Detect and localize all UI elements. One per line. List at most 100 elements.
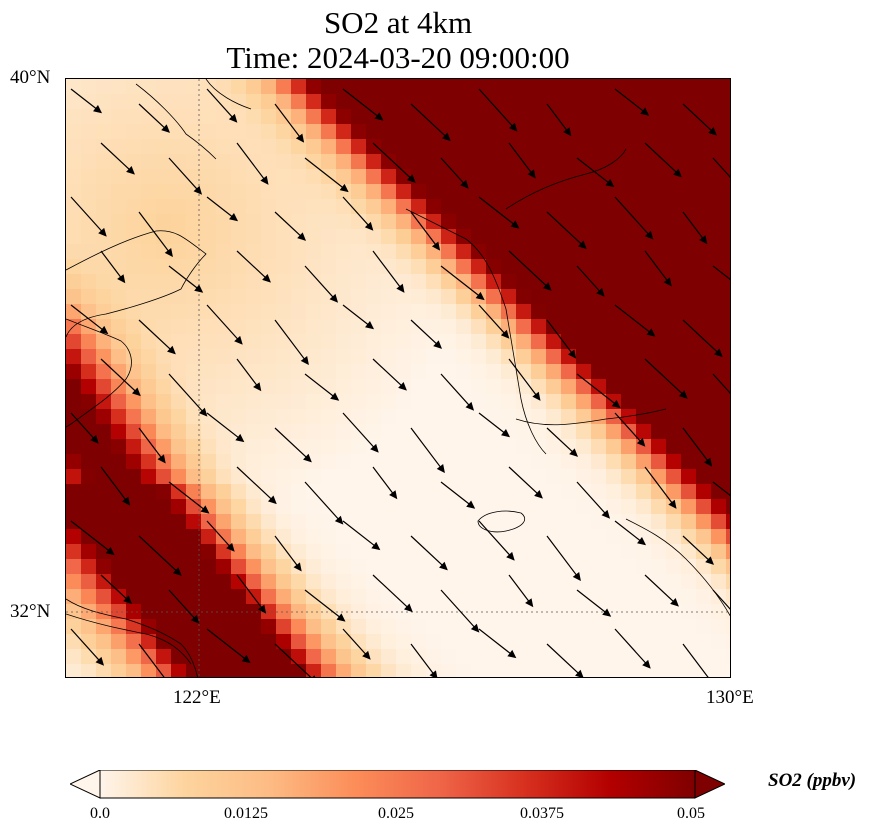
wind-arrow-head: [470, 623, 480, 633]
so2-cell: [261, 634, 277, 650]
so2-cell: [546, 589, 562, 605]
so2-cell: [636, 514, 652, 530]
so2-cell: [261, 199, 277, 215]
so2-cell: [126, 154, 142, 170]
so2-cell: [321, 349, 337, 365]
so2-cell: [411, 139, 427, 155]
so2-cell: [681, 94, 697, 110]
so2-cell: [681, 529, 697, 545]
so2-cell: [126, 184, 142, 200]
so2-cell: [486, 544, 502, 560]
so2-cell: [111, 244, 127, 260]
so2-cell: [186, 634, 202, 650]
wind-arrow: [410, 535, 448, 570]
so2-cell: [651, 244, 667, 260]
so2-cell: [396, 394, 412, 410]
so2-cell: [141, 664, 157, 677]
so2-cell: [156, 274, 172, 290]
so2-cell: [576, 199, 592, 215]
so2-cell: [381, 139, 397, 155]
so2-cell: [381, 499, 397, 515]
so2-cell: [471, 484, 487, 500]
so2-cell: [366, 424, 382, 440]
wind-arrow-head: [398, 382, 407, 391]
so2-cell: [591, 484, 607, 500]
so2-cell: [636, 94, 652, 110]
so2-cell: [216, 649, 232, 665]
so2-cell: [111, 214, 127, 230]
so2-cell: [426, 94, 442, 110]
so2-cell: [621, 469, 637, 485]
wind-arrow-head: [198, 407, 208, 417]
so2-cell: [171, 94, 187, 110]
so2-cell: [276, 409, 292, 425]
so2-cell: [411, 424, 427, 440]
so2-cell: [66, 274, 82, 290]
so2-cell: [111, 229, 127, 245]
coastlines: [66, 79, 730, 677]
so2-cell: [411, 199, 427, 215]
so2-cell: [681, 304, 697, 320]
so2-cell: [576, 514, 592, 530]
so2-cell: [246, 559, 262, 575]
so2-cell: [66, 439, 82, 455]
so2-cell: [486, 199, 502, 215]
so2-cell: [711, 469, 727, 485]
so2-cell: [276, 649, 292, 665]
so2-cell: [576, 364, 592, 380]
so2-cell: [471, 259, 487, 275]
so2-cell: [366, 454, 382, 470]
so2-cell: [351, 409, 367, 425]
so2-cell: [321, 439, 337, 455]
so2-cell: [456, 289, 472, 305]
so2-cell: [156, 529, 172, 545]
so2-cell: [276, 154, 292, 170]
so2-cell: [546, 574, 562, 590]
so2-cell: [66, 94, 82, 110]
wind-arrow-head: [235, 433, 245, 443]
so2-cell: [471, 409, 487, 425]
so2-cell: [321, 244, 337, 260]
so2-cell: [606, 214, 622, 230]
wind-arrow-head: [532, 391, 541, 401]
so2-cell: [306, 604, 322, 620]
so2-cell: [276, 214, 292, 230]
so2-cell: [666, 124, 682, 140]
so2-cell: [381, 154, 397, 170]
so2-cell: [321, 424, 337, 440]
so2-cell: [606, 184, 622, 200]
so2-cell: [201, 184, 217, 200]
so2-cell: [246, 274, 262, 290]
so2-cell: [411, 409, 427, 425]
so2-cell: [141, 94, 157, 110]
so2-cell: [456, 559, 472, 575]
so2-cell: [96, 559, 112, 575]
so2-cell: [516, 184, 532, 200]
so2-cell: [321, 334, 337, 350]
so2-cell: [576, 424, 592, 440]
so2-cell: [186, 469, 202, 485]
so2-cell: [651, 319, 667, 335]
so2-cell: [366, 499, 382, 515]
so2-cell: [201, 559, 217, 575]
so2-cell: [231, 304, 247, 320]
liaodong-coast: [135, 79, 252, 160]
so2-cell: [201, 259, 217, 275]
so2-cell: [726, 484, 730, 500]
so2-cell: [666, 544, 682, 560]
so2-cell: [561, 184, 577, 200]
so2-cell: [231, 394, 247, 410]
so2-cell: [351, 289, 367, 305]
so2-cell: [276, 364, 292, 380]
so2-cell: [81, 544, 97, 560]
so2-cell: [636, 154, 652, 170]
so2-cell: [396, 439, 412, 455]
so2-cell: [231, 559, 247, 575]
wind-arrow-head: [262, 274, 271, 283]
so2-cell: [276, 514, 292, 530]
so2-cell: [591, 589, 607, 605]
so2-cell: [471, 334, 487, 350]
so2-cell: [81, 334, 97, 350]
so2-cell: [261, 364, 277, 380]
so2-cell: [351, 544, 367, 560]
